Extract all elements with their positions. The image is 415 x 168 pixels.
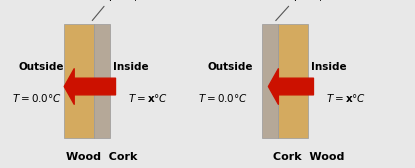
Text: Cork  Wood: Cork Wood — [273, 152, 345, 162]
Text: $T = 0.0°$C: $T = 0.0°$C — [198, 92, 248, 104]
Text: Inside: Inside — [311, 62, 347, 72]
Text: $T = \mathbf{x}°$C: $T = \mathbf{x}°$C — [128, 92, 168, 104]
Bar — [64, 24, 94, 138]
Bar — [94, 24, 110, 138]
Bar — [262, 24, 278, 138]
Text: $T\ =\ ?$: $T\ =\ ?$ — [107, 0, 139, 3]
Text: Wood  Cork: Wood Cork — [66, 152, 137, 162]
Text: Inside: Inside — [113, 62, 149, 72]
Text: $T = \mathbf{x}°$C: $T = \mathbf{x}°$C — [326, 92, 366, 104]
Bar — [278, 24, 308, 138]
Text: Outside: Outside — [208, 62, 253, 72]
Text: $T\ =\ ?$: $T\ =\ ?$ — [292, 0, 324, 3]
Text: Outside: Outside — [19, 62, 64, 72]
Text: $T = 0.0°$C: $T = 0.0°$C — [12, 92, 61, 104]
